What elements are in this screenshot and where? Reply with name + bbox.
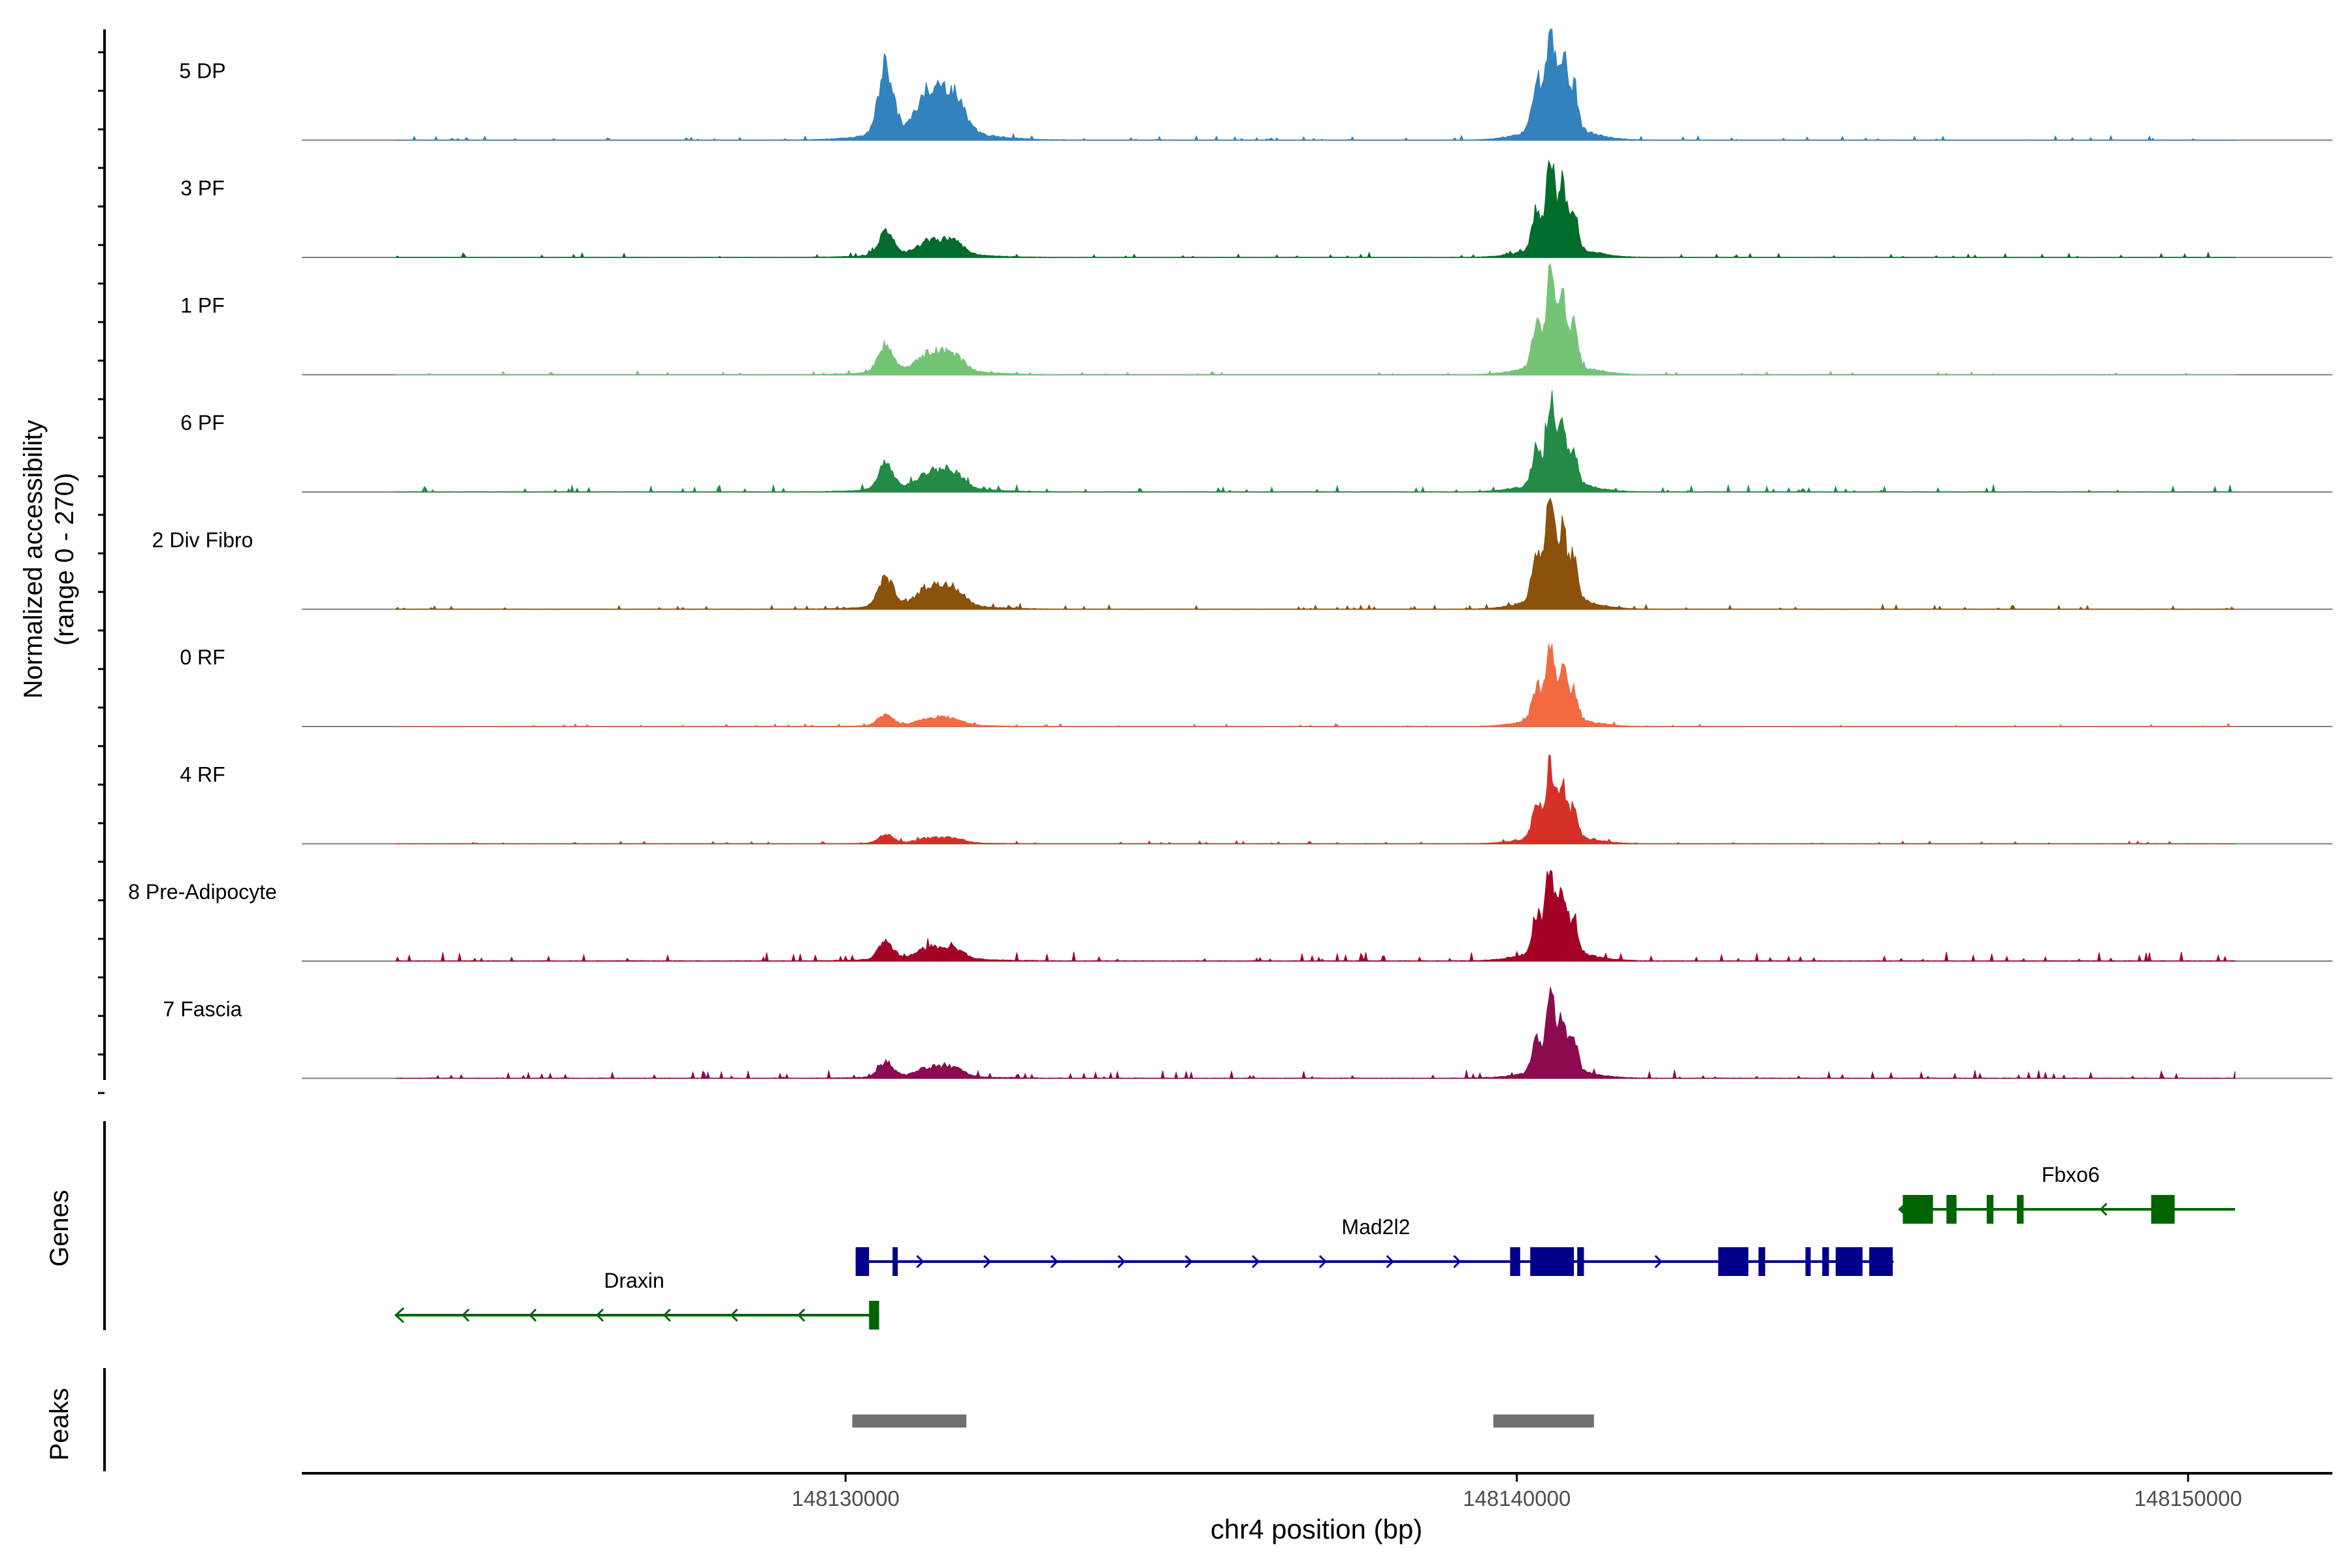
track-label: 8 Pre-Adipocyte (128, 880, 277, 904)
gene-exon (1510, 1247, 1520, 1276)
gene-strand-arrow (529, 1308, 537, 1322)
track-signal-area (395, 497, 2236, 610)
gene-exon (1758, 1247, 1765, 1276)
x-axis: 148130000 148140000 148150000 (302, 1472, 2332, 1511)
peak-region (852, 1414, 967, 1428)
gene-exon (869, 1301, 879, 1330)
track-signal-area (395, 29, 2236, 141)
track-label: 0 RF (180, 645, 225, 669)
gene-exon (1805, 1247, 1811, 1276)
track-label: 2 Div Fibro (152, 529, 253, 552)
y-axis-title-line1: Normalized accessibility (19, 420, 48, 699)
x-axis-title: chr4 position (bp) (1211, 1514, 1423, 1544)
gene-exon (855, 1247, 870, 1276)
y-axis (98, 29, 106, 1094)
gene-fbxo6: Fbxo6 (1898, 1163, 2236, 1224)
gene-end-arrow (394, 1307, 404, 1324)
track-label: 1 PF (180, 294, 225, 318)
coverage-tracks: 5 DP 3 PF 1 PF 6 PF 2 Div Fibro 0 RF 4 RF 8 Pre… (128, 29, 2332, 1080)
track-label: 5 DP (179, 59, 225, 83)
track-signal-area (395, 159, 2236, 258)
gene-exon (892, 1247, 898, 1276)
gene-strand-arrow (1453, 1254, 1462, 1269)
peaks-panel-title: Peaks (45, 1388, 74, 1460)
track-6-pf: 6 PF (180, 390, 2332, 493)
gene-strand-arrow (730, 1308, 738, 1322)
gene-strand-arrow (1184, 1254, 1193, 1269)
track-1-pf: 1 PF (180, 263, 2332, 376)
gene-label: Mad2l2 (1341, 1215, 1410, 1239)
gene-label: Draxin (604, 1269, 664, 1292)
x-tick-label: 148130000 (792, 1486, 900, 1511)
gene-strand-arrow (797, 1308, 806, 1322)
gene-strand-arrow (1386, 1254, 1394, 1269)
gene-exon (1718, 1247, 1749, 1276)
gene-strand-arrow (983, 1254, 992, 1269)
track-2-div-fibro: 2 Div Fibro (152, 497, 2332, 610)
track-label: 3 PF (180, 176, 225, 200)
track-7-fascia: 7 Fascia (163, 987, 2332, 1080)
track-signal-area (395, 870, 2236, 962)
track-signal-area (395, 390, 2236, 493)
peak-region (1493, 1414, 1594, 1428)
gene-strand-arrow (1318, 1254, 1327, 1269)
gene-mad2l2: Mad2l2 (855, 1215, 1895, 1276)
gene-strand-arrow (662, 1308, 671, 1322)
genes-panel: Genes Fbxo6 Mad2l2 Draxin (45, 1121, 2236, 1330)
track-label: 6 PF (180, 411, 225, 434)
gene-strand-arrow (1654, 1254, 1663, 1269)
peaks-panel: Peaks (45, 1368, 1594, 1471)
x-tick-label: 148150000 (2134, 1486, 2242, 1511)
gene-exon (1822, 1247, 1829, 1276)
gene-exon (1530, 1247, 1574, 1276)
gene-exon (2017, 1195, 2024, 1224)
gene-strand-arrow (1050, 1254, 1058, 1269)
gene-exon (1946, 1195, 1957, 1224)
gene-exon (2151, 1195, 2175, 1224)
gene-draxin: Draxin (394, 1269, 879, 1330)
gene-strand-arrow (461, 1308, 470, 1322)
gene-strand-arrow (2099, 1202, 2108, 1217)
gene-strand-arrow (1252, 1254, 1260, 1269)
gene-strand-arrow (595, 1308, 604, 1322)
track-8-pre-adipocyte: 8 Pre-Adipocyte (128, 870, 2332, 962)
track-label: 7 Fascia (163, 998, 242, 1021)
track-0-rf: 0 RF (180, 643, 2332, 727)
track-signal-area (395, 755, 2236, 845)
gene-strand-arrow (916, 1254, 924, 1269)
gene-exon (1869, 1247, 1893, 1276)
genes-panel-title: Genes (45, 1190, 74, 1267)
gene-label: Fbxo6 (2042, 1163, 2100, 1186)
y-axis-title-line2: (range 0 - 270) (50, 473, 79, 646)
track-3-pf: 3 PF (180, 159, 2332, 258)
gene-exon (1835, 1247, 1863, 1276)
track-signal-area (395, 987, 2236, 1080)
x-tick-label: 148140000 (1463, 1486, 1571, 1511)
track-signal-area (395, 643, 2236, 727)
gene-exon (1903, 1195, 1933, 1224)
track-signal-area (395, 263, 2236, 376)
gene-exon (1986, 1195, 1994, 1224)
gene-strand-arrow (1117, 1254, 1126, 1269)
track-label: 4 RF (180, 763, 225, 787)
gene-exon (1577, 1247, 1584, 1276)
track-5-dp: 5 DP (179, 29, 2332, 141)
track-4-rf: 4 RF (180, 755, 2332, 845)
